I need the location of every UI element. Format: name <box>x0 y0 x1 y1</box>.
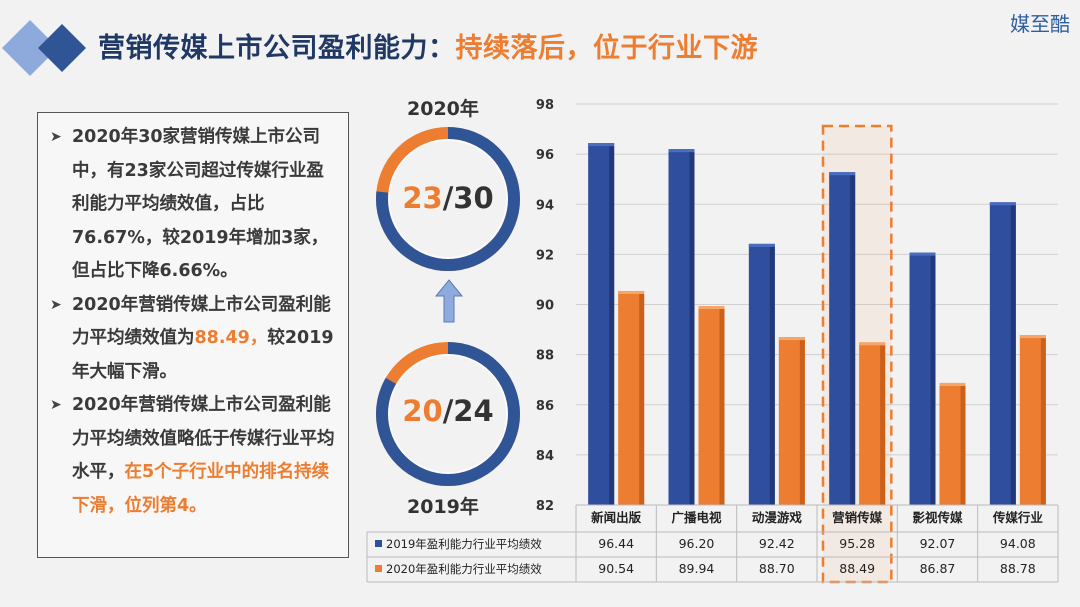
bullet-3: ➤ 2020年营销传媒上市公司盈利能力平均绩效值略低于传媒行业平均水平，在5个子… <box>46 389 340 523</box>
title-main: 营销传媒上市公司盈利能力： <box>98 33 456 64</box>
legend-label: 2020年盈利能力行业平均绩效 <box>386 562 542 576</box>
y-tick-label: 94 <box>536 198 554 213</box>
y-tick-label: 88 <box>536 349 554 364</box>
table-cell: 94.08 <box>1000 536 1036 551</box>
donut-bottom-count: 20 <box>402 394 443 428</box>
donut-top-arc <box>376 127 520 271</box>
bar-2019 <box>588 143 615 505</box>
header-diamond-decoration <box>2 20 86 76</box>
y-tick-label: 92 <box>536 248 554 263</box>
donut-top-count: 23 <box>402 181 443 215</box>
donut-bottom-arc <box>376 342 520 486</box>
donut-bottom-total: /24 <box>442 394 494 428</box>
donut-bottom <box>376 342 520 486</box>
donut-top-label: 23/30 <box>388 181 508 215</box>
donut-top-total: /30 <box>442 181 494 215</box>
bullet-arrow-icon: ➤ <box>50 397 62 413</box>
y-tick-label: 84 <box>536 449 554 464</box>
legend-swatch <box>375 565 382 572</box>
legend-label: 2019年盈利能力行业平均绩效 <box>386 537 542 551</box>
table-cell: 89.94 <box>679 561 715 576</box>
table-cell: 86.87 <box>920 561 956 576</box>
donut-top-year: 2020年 <box>407 98 479 120</box>
bar-2019 <box>909 252 936 505</box>
donut-bottom-year: 2019年 <box>407 496 479 518</box>
table-cell: 92.07 <box>920 536 956 551</box>
bar-2020 <box>1019 335 1046 505</box>
bar-2019 <box>829 172 856 506</box>
category-label: 营销传媒 <box>832 510 883 525</box>
bullet-arrow-icon: ➤ <box>50 296 62 313</box>
bar-2019 <box>989 202 1016 505</box>
table-cell: 90.54 <box>598 561 634 576</box>
legend-swatch <box>375 540 382 547</box>
page-title: 营销传媒上市公司盈利能力：持续落后，位于行业下游 <box>98 26 758 65</box>
bar-2020 <box>939 382 966 505</box>
bullet-1-text: 2020年30家营销传媒上市公司中，有23家公司超过传媒行业盈利能力平均绩效值，… <box>72 127 329 281</box>
title-highlight: 持续落后，位于行业下游 <box>455 33 758 64</box>
bullet-3-text-before: 2020年营销传媒上市公司盈利能力平均绩效值略低于传媒行业平均水平， <box>72 395 335 482</box>
bar-2019 <box>748 243 775 505</box>
bullet-2: ➤ 2020年营销传媒上市公司盈利能力平均绩效值为88.49，较2019年大幅下… <box>46 289 340 390</box>
table-cell: 92.42 <box>759 536 795 551</box>
table-cell: 96.20 <box>679 536 715 551</box>
y-tick-label: 82 <box>536 499 554 514</box>
category-label: 广播电视 <box>671 510 722 525</box>
summary-textbox: ➤ 2020年30家营销传媒上市公司中，有23家公司超过传媒行业盈利能力平均绩效… <box>37 112 349 558</box>
table-cell: 95.28 <box>839 536 875 551</box>
bar-2020 <box>618 290 645 505</box>
table-cell: 96.44 <box>598 536 634 551</box>
category-label: 传媒行业 <box>992 510 1044 525</box>
bullet-2-highlight: 88.49， <box>194 328 268 348</box>
bar-2020 <box>698 306 725 505</box>
bar-2019 <box>668 149 695 506</box>
brand-logo: 媒至酷 <box>1010 12 1070 36</box>
table-cell: 88.49 <box>839 561 875 576</box>
table-cell: 88.70 <box>759 561 795 576</box>
y-tick-label: 96 <box>536 148 554 163</box>
donut-bottom-label: 20/24 <box>388 394 508 428</box>
bar-2020 <box>859 342 886 505</box>
bullet-2-text-after: 较2019年大幅下滑。 <box>72 328 334 382</box>
y-tick-label: 86 <box>536 399 554 414</box>
bullet-arrow-icon: ➤ <box>50 129 62 145</box>
category-label: 动漫游戏 <box>752 510 803 525</box>
donut-top <box>376 127 520 271</box>
up-arrow-icon <box>434 279 464 323</box>
category-label: 新闻出版 <box>591 510 642 525</box>
category-label: 影视传媒 <box>912 510 963 525</box>
y-tick-label: 98 <box>536 98 554 113</box>
y-tick-label: 90 <box>536 299 554 314</box>
table-cell: 88.78 <box>1000 561 1036 576</box>
bar-2020 <box>778 337 805 505</box>
bullet-1: ➤ 2020年30家营销传媒上市公司中，有23家公司超过传媒行业盈利能力平均绩效… <box>46 121 340 289</box>
bullet-2-text-before: 2020年营销传媒上市公司盈利能力平均绩效值为 <box>72 294 331 349</box>
bullet-3-highlight: 在5个子行业中的排名持续下滑，位列第4。 <box>72 462 330 516</box>
